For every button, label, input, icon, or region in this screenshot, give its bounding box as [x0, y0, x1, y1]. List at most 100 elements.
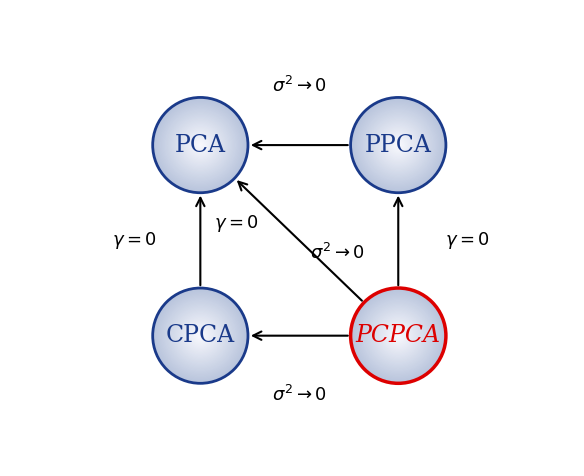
Text: PCA: PCA — [175, 134, 226, 157]
Ellipse shape — [154, 289, 247, 382]
Ellipse shape — [374, 121, 422, 169]
Ellipse shape — [356, 102, 441, 188]
Ellipse shape — [367, 114, 429, 176]
Ellipse shape — [175, 120, 225, 170]
Ellipse shape — [155, 100, 246, 190]
Ellipse shape — [174, 309, 227, 362]
Ellipse shape — [191, 136, 210, 155]
Ellipse shape — [160, 295, 241, 376]
Ellipse shape — [361, 108, 435, 182]
Ellipse shape — [391, 328, 405, 343]
Ellipse shape — [185, 129, 216, 160]
Ellipse shape — [190, 325, 211, 347]
Ellipse shape — [171, 115, 230, 175]
Ellipse shape — [196, 331, 205, 340]
Ellipse shape — [155, 290, 246, 381]
Ellipse shape — [160, 105, 241, 186]
Ellipse shape — [191, 326, 210, 345]
Ellipse shape — [359, 106, 437, 184]
Ellipse shape — [157, 101, 245, 189]
Ellipse shape — [176, 312, 224, 359]
Ellipse shape — [360, 107, 436, 183]
Ellipse shape — [158, 293, 243, 378]
Ellipse shape — [372, 309, 425, 362]
Ellipse shape — [365, 302, 432, 369]
Ellipse shape — [373, 311, 423, 361]
Ellipse shape — [383, 320, 413, 351]
Ellipse shape — [354, 101, 442, 189]
Ellipse shape — [374, 312, 422, 359]
Ellipse shape — [173, 118, 228, 172]
Ellipse shape — [357, 294, 440, 377]
Ellipse shape — [370, 117, 427, 174]
Ellipse shape — [181, 317, 220, 355]
Ellipse shape — [379, 126, 418, 164]
Ellipse shape — [168, 304, 232, 368]
Ellipse shape — [388, 134, 409, 156]
Text: $\sigma^2 \rightarrow 0$: $\sigma^2 \rightarrow 0$ — [272, 76, 327, 96]
Ellipse shape — [172, 117, 229, 174]
Text: $\sigma^2 \rightarrow 0$: $\sigma^2 \rightarrow 0$ — [272, 385, 327, 405]
Ellipse shape — [366, 304, 430, 368]
Ellipse shape — [171, 306, 230, 366]
Ellipse shape — [370, 307, 427, 364]
Ellipse shape — [396, 143, 401, 148]
Ellipse shape — [173, 308, 228, 363]
Ellipse shape — [190, 134, 211, 156]
Ellipse shape — [380, 318, 416, 354]
Ellipse shape — [179, 124, 222, 167]
Ellipse shape — [172, 307, 229, 364]
Ellipse shape — [364, 110, 433, 179]
Ellipse shape — [193, 138, 207, 152]
Ellipse shape — [181, 126, 220, 164]
Ellipse shape — [352, 289, 445, 382]
Ellipse shape — [161, 106, 239, 184]
Ellipse shape — [356, 293, 441, 378]
Ellipse shape — [186, 321, 215, 350]
Ellipse shape — [179, 314, 222, 357]
Ellipse shape — [390, 327, 406, 344]
Ellipse shape — [396, 333, 401, 338]
Ellipse shape — [361, 299, 435, 373]
Ellipse shape — [169, 305, 231, 367]
Ellipse shape — [158, 102, 243, 188]
Ellipse shape — [166, 301, 235, 370]
Text: $\sigma^2 \rightarrow 0$: $\sigma^2 \rightarrow 0$ — [310, 243, 365, 263]
Ellipse shape — [162, 107, 238, 183]
Ellipse shape — [381, 319, 415, 352]
Ellipse shape — [185, 320, 216, 351]
Ellipse shape — [178, 122, 223, 168]
Ellipse shape — [392, 330, 404, 342]
Ellipse shape — [369, 115, 428, 175]
Ellipse shape — [363, 109, 434, 181]
Ellipse shape — [364, 301, 433, 370]
Ellipse shape — [385, 323, 411, 349]
Ellipse shape — [353, 290, 443, 381]
Ellipse shape — [376, 122, 421, 168]
Ellipse shape — [367, 305, 429, 367]
Ellipse shape — [384, 131, 412, 159]
Ellipse shape — [178, 313, 223, 358]
Ellipse shape — [365, 112, 432, 178]
Ellipse shape — [174, 119, 227, 171]
Ellipse shape — [369, 306, 428, 366]
Ellipse shape — [186, 131, 215, 159]
Ellipse shape — [196, 140, 205, 150]
Ellipse shape — [359, 297, 437, 375]
Ellipse shape — [194, 139, 206, 151]
Ellipse shape — [192, 327, 208, 344]
Ellipse shape — [397, 144, 399, 146]
Ellipse shape — [200, 335, 201, 336]
Ellipse shape — [394, 331, 403, 340]
Text: PPCA: PPCA — [365, 134, 432, 157]
Ellipse shape — [352, 99, 445, 191]
Ellipse shape — [394, 140, 403, 150]
Ellipse shape — [354, 292, 442, 380]
Ellipse shape — [199, 144, 201, 146]
Ellipse shape — [378, 125, 419, 165]
Ellipse shape — [152, 288, 248, 383]
Ellipse shape — [198, 333, 203, 338]
Ellipse shape — [157, 292, 245, 380]
Text: CPCA: CPCA — [166, 324, 235, 347]
Ellipse shape — [194, 330, 206, 342]
